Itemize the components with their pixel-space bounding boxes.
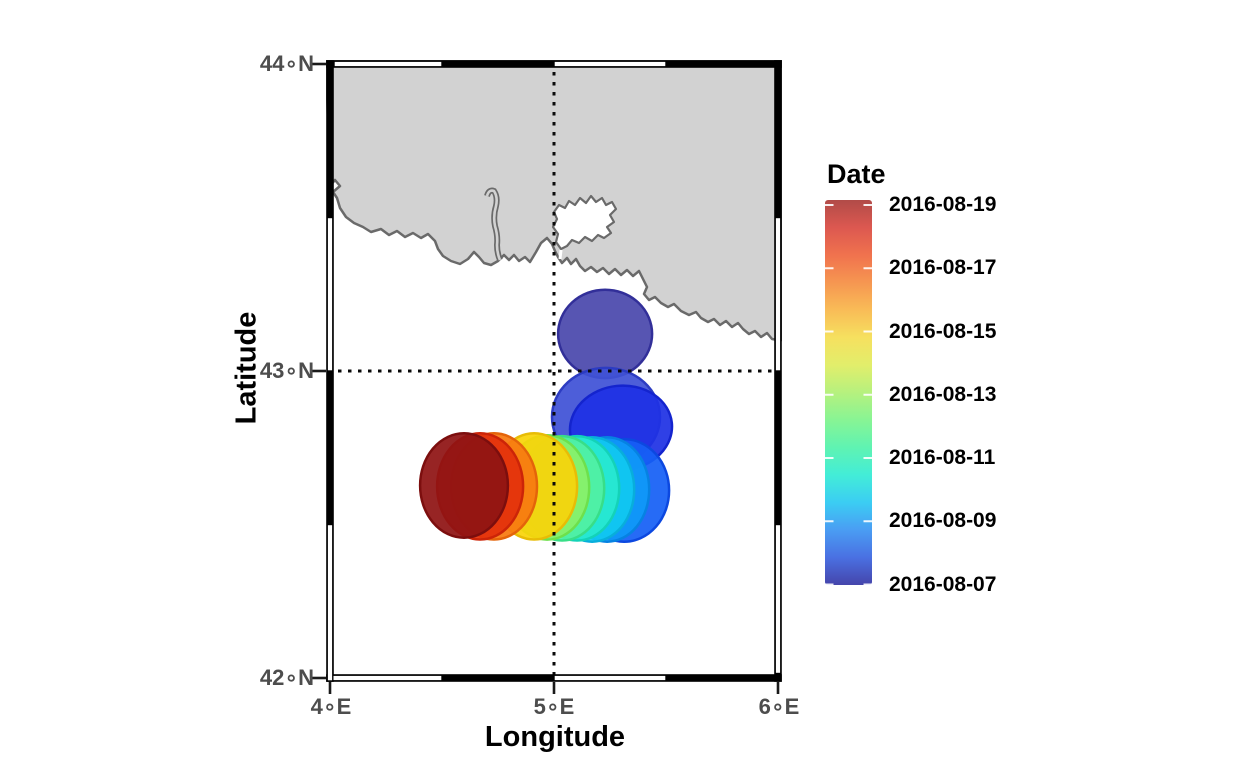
legend-label: 2016-08-07 [889,572,997,596]
river-channel [485,189,502,261]
x-axis-title: Longitude [484,721,626,753]
legend-label: 2016-08-11 [889,446,996,469]
trajectory-blob-2016-08-07 [556,288,654,380]
date-colorbar [825,200,872,585]
trajectory-blobs [418,288,674,543]
legend-label: 2016-08-13 [889,382,997,406]
legend-label: 2016-08-17 [889,256,997,280]
land-polygon [326,60,782,342]
graticule-lines [328,62,780,680]
legend-label: 2016-08-09 [889,509,997,533]
legend-label: 2016-08-19 [889,193,997,216]
x-tick-label-5e: 5∘E [533,694,575,719]
y-tick-label-43n: 43∘N [259,358,314,383]
legend-title: Date [827,159,886,189]
y-tick-label-42n: 42∘N [259,665,314,690]
lagoon-channel [558,249,563,260]
trajectory-blob-2016-08-19 [418,432,510,539]
y-tick-label-44n: 44∘N [259,51,314,76]
legend-label: 2016-08-15 [889,319,997,343]
colorbar-tick-marks [825,204,872,586]
x-tick-label-6e: 6∘E [758,694,800,719]
map-frame [326,60,782,682]
y-axis-title: Latitude [230,311,263,425]
x-tick-label-4e: 4∘E [310,694,352,719]
axis-tick-marks [312,62,780,694]
